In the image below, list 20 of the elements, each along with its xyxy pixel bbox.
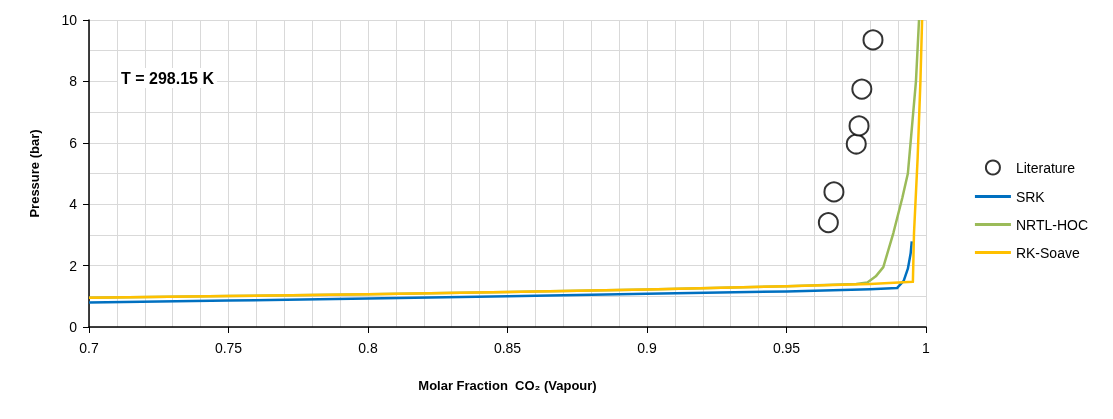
legend-label: SRK	[1015, 188, 1046, 205]
x-tick-label: 0.7	[79, 340, 99, 356]
x-tick-label: 0.9	[637, 340, 657, 356]
legend-label: NRTL-HOC	[1015, 216, 1088, 233]
y-tick-label: 8	[69, 73, 78, 90]
x-tick-label: 0.85	[493, 340, 522, 356]
legend-label: Literature	[1015, 159, 1076, 176]
x-tick-label: 0.95	[772, 340, 801, 356]
y-tick-label: 6	[69, 134, 78, 151]
y-axis-title: Pressure (bar)	[27, 129, 42, 218]
y-tick-label: 0	[69, 319, 78, 335]
x-tick-label: 1	[922, 340, 931, 356]
annotation: T = 298.15 K	[121, 69, 215, 87]
y-tick-label: 2	[69, 257, 78, 274]
y-tick-label: 10	[61, 12, 78, 28]
x-tick-label: 0.75	[214, 340, 243, 356]
x-axis-title: Molar Fraction CO₂ (Vapour)	[418, 378, 597, 393]
x-tick-label: 0.8	[358, 340, 378, 356]
y-tick-label: 4	[69, 196, 78, 213]
legend-label: RK-Soave	[1015, 244, 1080, 261]
